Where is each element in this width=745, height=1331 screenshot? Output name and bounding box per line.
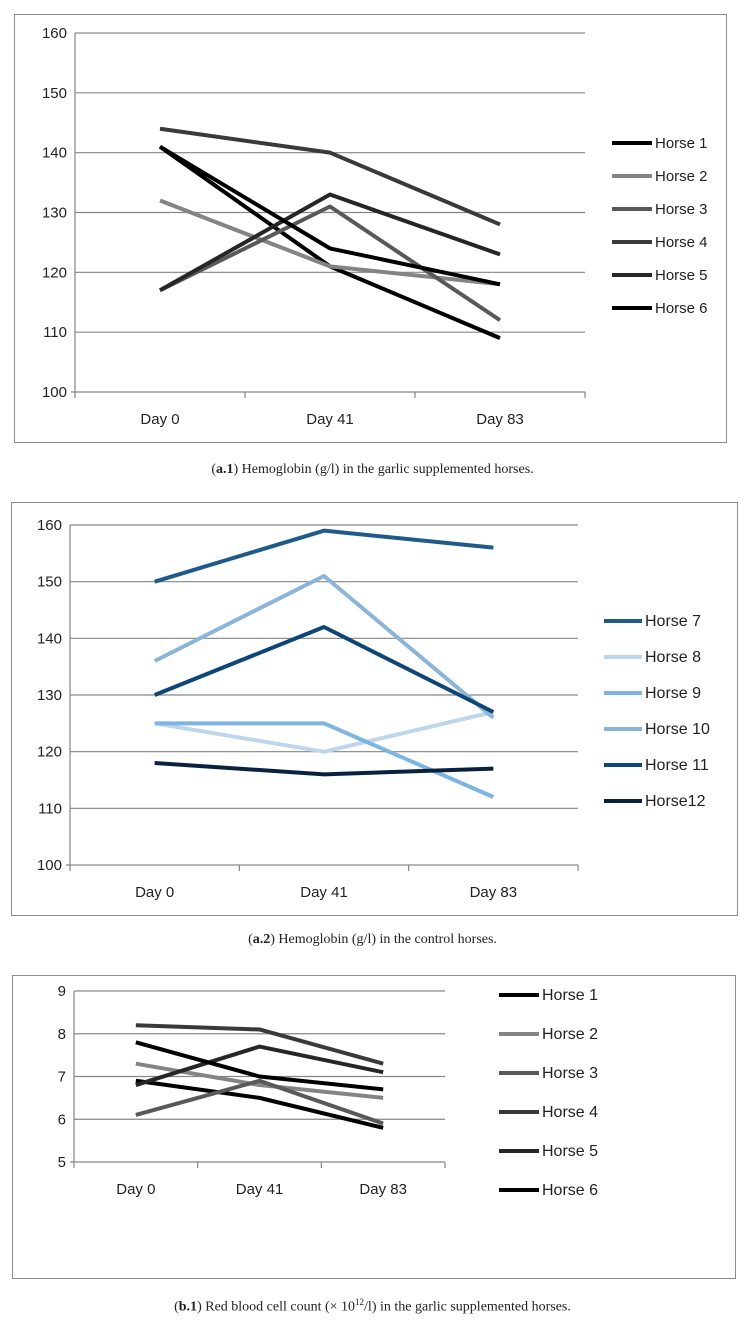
x-tick-label: Day 0 — [116, 1181, 155, 1198]
series-line-horse-10 — [153, 574, 495, 720]
x-tick-label: Day 41 — [306, 411, 354, 428]
series-line-horse12 — [154, 761, 494, 777]
x-tick-label: Day 0 — [135, 884, 174, 901]
x-tick-label: Day 83 — [476, 411, 524, 428]
caption-a2-text: Hemoglobin (g/l) in the control horses. — [274, 932, 497, 947]
chart-panel-a2: 100 110 120 130 140 150 160 Day 0 Day 41 Day 83 Ho… — [11, 502, 738, 916]
series-line-horse-7 — [154, 528, 494, 584]
legend-label: Horse 9 — [645, 685, 701, 702]
y-tick-label: 5 — [58, 1154, 66, 1171]
y-tick-label: 130 — [42, 205, 67, 222]
legend-label: Horse 10 — [645, 721, 710, 738]
x-tick-label: Day 41 — [300, 884, 348, 901]
series-line-horse-11 — [153, 625, 495, 714]
chart-a1: 100 110 120 130 140 150 160 Day 0 Day 41 Day 83 Ho… — [42, 25, 708, 428]
legend-label: Horse 7 — [645, 613, 701, 630]
series-line-horse-2 — [159, 198, 501, 287]
series-line-horse-4 — [159, 126, 501, 227]
y-tick-label: 110 — [43, 324, 67, 341]
legend-label: Horse 6 — [655, 300, 708, 317]
legend-label: Horse 6 — [542, 1182, 598, 1199]
series-line-horse-1 — [135, 1078, 384, 1130]
series-line-horse-3 — [159, 204, 502, 322]
x-tick-label: Day 83 — [470, 884, 518, 901]
chart-b1: 5 6 7 8 9 Day 0 Day 41 Day 83 Horse 1 Horse 2 Hors… — [58, 983, 598, 1199]
caption-a1-text: Hemoglobin (g/l) in the garlic supplemen… — [238, 462, 534, 477]
legend-label: Horse 3 — [655, 201, 708, 218]
legend-label: Horse 5 — [542, 1143, 598, 1160]
legend-label: Horse 2 — [542, 1026, 598, 1043]
caption-b1: (b.1) Red blood cell count (× 1012/l) in… — [174, 1297, 571, 1315]
y-tick-label: 150 — [37, 574, 62, 591]
x-tick-label: Day 0 — [140, 411, 179, 428]
caption-b1-text-before: Red blood cell count (× 10 — [201, 1299, 356, 1315]
caption-a1: (a.1) Hemoglobin (g/l) in the garlic sup… — [211, 462, 534, 477]
caption-a1-label: a.1 — [216, 462, 234, 477]
y-tick-label: 100 — [37, 857, 62, 874]
y-tick-label: 150 — [42, 85, 67, 102]
series-line-horse-6 — [135, 1040, 384, 1092]
y-tick-label: 8 — [58, 1026, 66, 1043]
chart-a2: 100 110 120 130 140 150 160 Day 0 Day 41 Day 83 Ho… — [37, 517, 710, 901]
y-tick-label: 120 — [37, 744, 62, 761]
caption-b1-text-after: /l) in the garlic supplemented horses. — [364, 1299, 571, 1315]
chart-panel-a1: 100 110 120 130 140 150 160 Day 0 Day 41 Day 83 Ho… — [14, 14, 727, 443]
legend-label: Horse 11 — [645, 757, 709, 774]
y-tick-label: 120 — [42, 264, 67, 281]
legend-label: Horse 8 — [645, 649, 701, 666]
legend-label: Horse12 — [645, 793, 706, 810]
series-line-horse-8 — [154, 710, 494, 754]
y-tick-label: 130 — [37, 687, 62, 704]
y-tick-label: 140 — [42, 145, 67, 162]
caption-a2-label: a.2 — [252, 932, 271, 947]
legend-label: Horse 1 — [542, 987, 598, 1004]
y-tick-label: 140 — [37, 630, 62, 647]
chart-panel-b1: 5 6 7 8 9 Day 0 Day 41 Day 83 Horse 1 Horse 2 Hors… — [12, 975, 736, 1279]
legend-label: Horse 2 — [655, 168, 708, 185]
caption-b1-sup: 12 — [355, 1297, 365, 1307]
series-line-horse-6 — [158, 144, 501, 287]
caption-a2: (a.2) Hemoglobin (g/l) in the control ho… — [248, 932, 497, 947]
legend-label: Horse 4 — [542, 1104, 598, 1121]
legend-label: Horse 1 — [655, 135, 708, 152]
legend-label: Horse 4 — [655, 234, 708, 251]
y-tick-label: 7 — [58, 1069, 66, 1086]
caption-b1-label: b.1 — [178, 1299, 198, 1315]
series-line-horse-3 — [135, 1078, 384, 1126]
series-line-horse-5 — [135, 1044, 384, 1087]
y-tick-label: 160 — [37, 517, 62, 534]
series-line-horse-4 — [135, 1023, 384, 1066]
series-line-horse-9 — [154, 721, 495, 799]
legend-label: Horse 3 — [542, 1065, 598, 1082]
series-line-horse-5 — [159, 192, 501, 293]
x-tick-label: Day 83 — [359, 1181, 407, 1198]
x-tick-label: Day 41 — [236, 1181, 284, 1198]
y-tick-label: 160 — [42, 25, 67, 42]
y-tick-label: 100 — [42, 384, 67, 401]
y-tick-label: 9 — [58, 983, 66, 1000]
legend-label: Horse 5 — [655, 267, 708, 284]
y-tick-label: 6 — [58, 1111, 66, 1128]
y-tick-label: 110 — [38, 800, 62, 817]
